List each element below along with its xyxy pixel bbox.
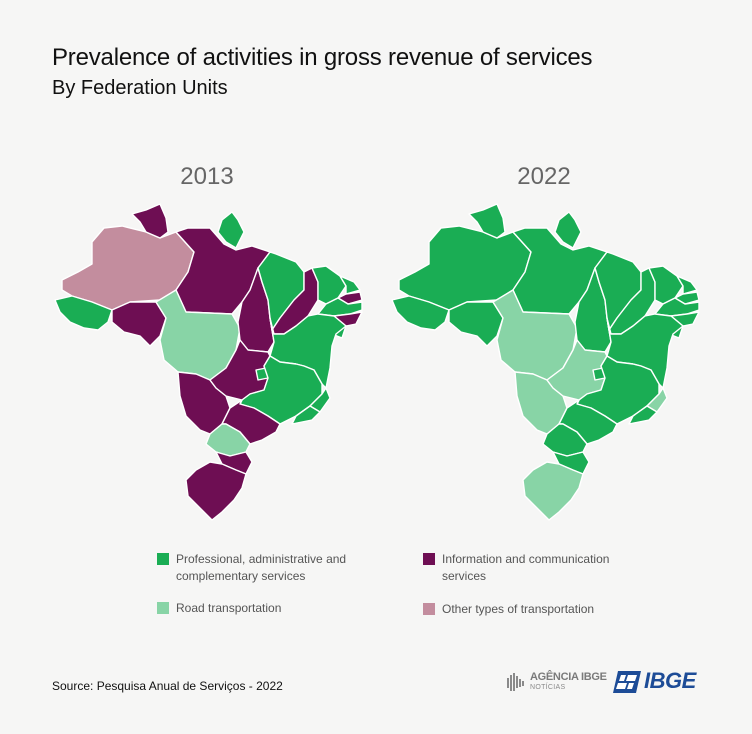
state-pr-2013 xyxy=(205,423,251,457)
legend-swatch-information xyxy=(423,553,435,565)
legend-label-professional: Professional, administrative and complem… xyxy=(176,552,347,583)
agencia-ibge-logo[interactable]: AGÊNCIA IBGE NOTÍCIAS xyxy=(506,670,607,694)
state-es-2022 xyxy=(646,387,668,413)
state-ro-2013 xyxy=(111,301,167,347)
agencia-logo-subtext: NOTÍCIAS xyxy=(530,684,566,691)
legend-item-information: Information and communication services xyxy=(423,551,632,585)
state-ro-2022 xyxy=(448,301,504,347)
state-ac-2022 xyxy=(391,295,450,331)
agencia-logo-text: AGÊNCIA IBGE xyxy=(530,671,607,683)
state-rr-2022 xyxy=(468,203,506,239)
legend-label-other-transport: Other types of transportation xyxy=(442,602,595,616)
map-title-2013: 2013 xyxy=(180,163,234,190)
map-2013 xyxy=(54,203,363,521)
state-pr-2022 xyxy=(542,423,588,457)
legend-item-road: Road transportation xyxy=(157,600,361,617)
state-rn-2022 xyxy=(676,275,698,295)
legend-swatch-other-transport xyxy=(423,603,435,615)
state-es-2013 xyxy=(309,387,331,413)
ibge-logo[interactable]: IBGE xyxy=(612,668,704,694)
state-rr-2013 xyxy=(131,203,169,239)
state-rn-2013 xyxy=(339,275,361,295)
state-ac-2013 xyxy=(54,295,113,331)
map-title-2022: 2022 xyxy=(517,163,571,190)
ibge-logo-text: IBGE xyxy=(644,668,696,693)
legend-item-professional: Professional, administrative and complem… xyxy=(157,551,361,585)
state-ap-2022 xyxy=(554,211,582,249)
chart-subtitle: By Federation Units xyxy=(52,77,228,99)
agencia-bars-icon xyxy=(507,673,524,691)
state-rs-2022 xyxy=(522,461,584,521)
legend-label-information: Information and communication services xyxy=(442,552,610,583)
state-rj-2022 xyxy=(628,405,658,425)
legend-label-road: Road transportation xyxy=(176,601,282,615)
ibge-emblem-icon xyxy=(613,671,641,693)
state-rj-2013 xyxy=(291,405,321,425)
state-rs-2013 xyxy=(185,461,247,521)
legend-swatch-road xyxy=(157,602,169,614)
source-note: Source: Pesquisa Anual de Serviços - 202… xyxy=(52,679,283,693)
legend-swatch-professional xyxy=(157,553,169,565)
state-ap-2013 xyxy=(217,211,245,249)
map-2022 xyxy=(391,203,700,521)
legend-item-other-transport: Other types of transportation xyxy=(423,601,627,618)
chart-title: Prevalence of activities in gross revenu… xyxy=(52,44,593,71)
